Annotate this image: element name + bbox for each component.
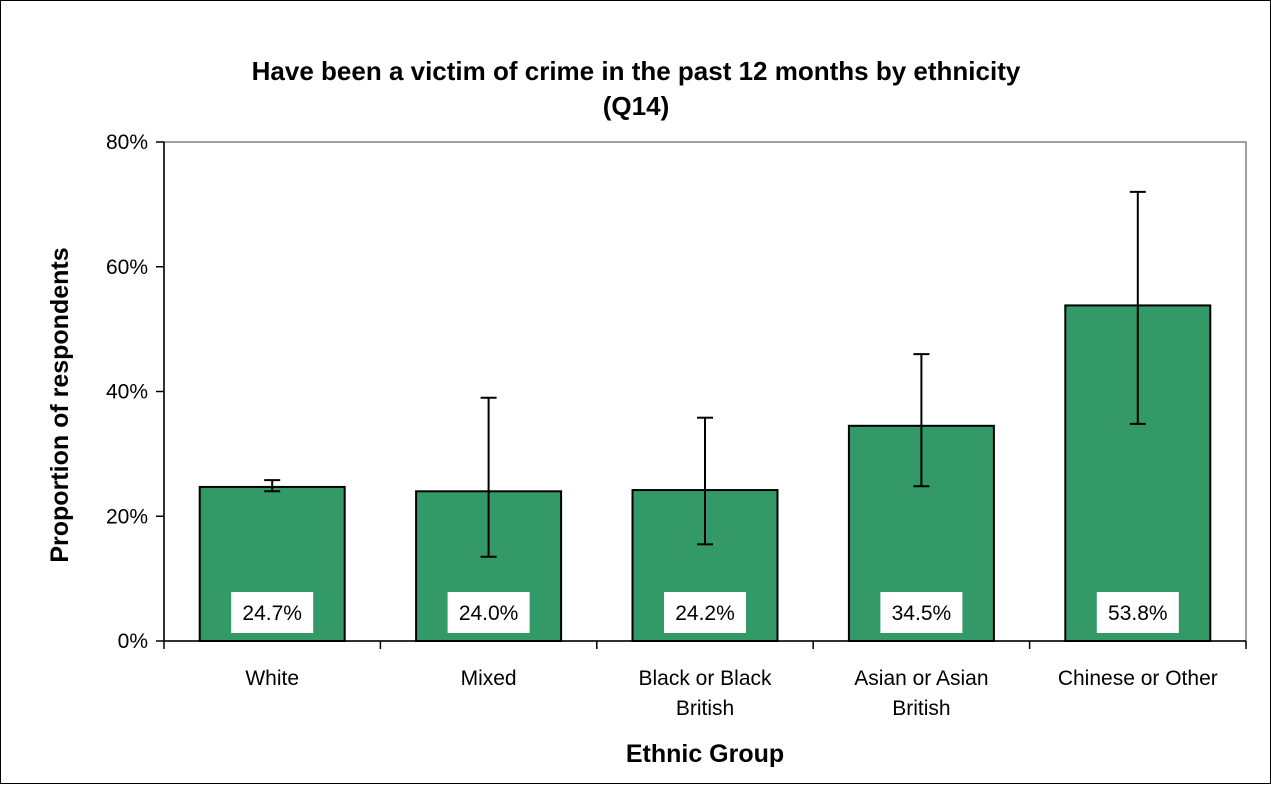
chart-title-line-1: Have been a victim of crime in the past … — [252, 56, 1021, 86]
data-label: 24.2% — [675, 602, 735, 625]
data-label: 24.7% — [242, 602, 302, 625]
data-label-box — [880, 592, 963, 633]
x-tick-label: British — [676, 697, 734, 720]
data-label: 53.8% — [1108, 602, 1168, 625]
x-tick-label: Mixed — [461, 667, 517, 690]
y-tick-label: 80% — [106, 131, 148, 154]
data-label: 24.0% — [459, 602, 519, 625]
y-tick-label: 40% — [106, 381, 148, 404]
x-tick-label: Chinese or Other — [1058, 667, 1218, 690]
data-label-box — [231, 592, 314, 633]
chart-title-line-2: (Q14) — [603, 91, 669, 121]
x-tick-label: White — [245, 667, 299, 690]
x-tick-label: Asian or Asian — [854, 667, 988, 690]
y-tick-label: 20% — [106, 505, 148, 528]
plot-area: 0% 20% 40% 60% 80% 24.7% White 24.0% Mixed 24.2% B… — [106, 131, 1247, 720]
x-tick-label: British — [892, 697, 950, 720]
x-axis-title: Ethnic Group — [626, 740, 784, 768]
data-label-box — [1096, 592, 1179, 633]
data-label-box — [447, 592, 530, 633]
data-label-box — [664, 592, 746, 633]
y-axis-title: Proportion of respondents — [46, 247, 74, 562]
data-label: 34.5% — [892, 602, 952, 625]
y-tick-label: 60% — [106, 256, 148, 279]
y-tick-label: 0% — [118, 630, 148, 653]
x-tick-label: Black or Black — [638, 667, 772, 690]
